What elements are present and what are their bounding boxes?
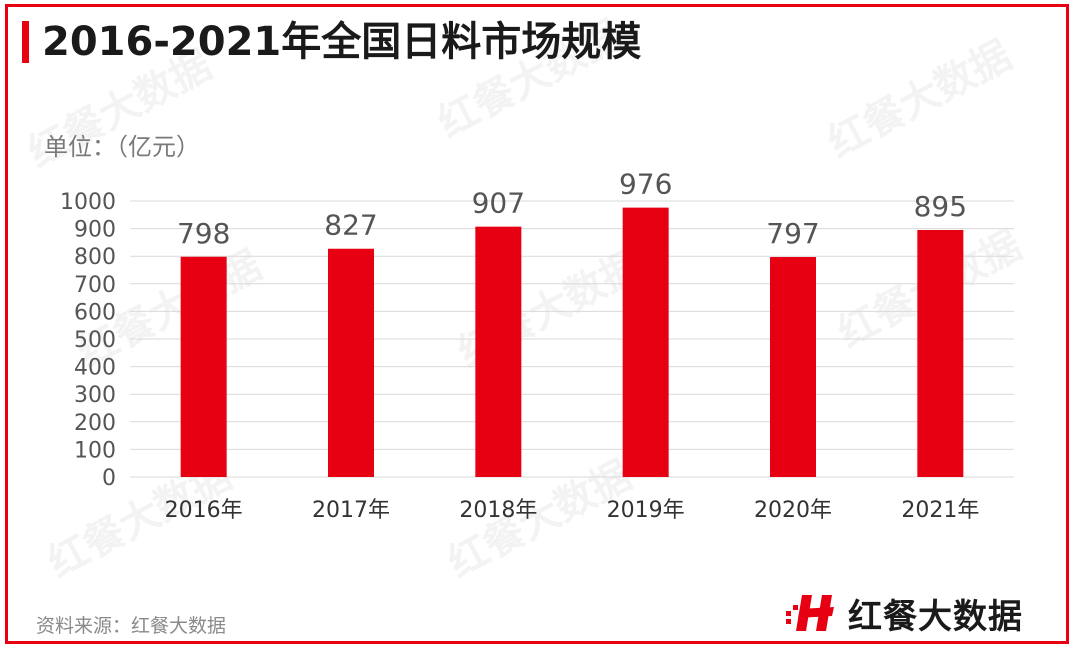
data-label: 907 [472, 187, 525, 220]
bar [328, 248, 374, 477]
y-tick-label: 600 [74, 300, 116, 325]
x-tick-label: 2019年 [607, 498, 685, 523]
data-label: 797 [766, 217, 819, 250]
data-label: 827 [324, 209, 377, 242]
x-tick-label: 2017年 [312, 498, 390, 523]
y-tick-label: 900 [74, 218, 116, 243]
bar [770, 257, 816, 477]
bar [622, 207, 669, 477]
chart-title: 2016-2021年全国日料市场规模 [42, 19, 642, 65]
x-tick-label: 2020年 [754, 498, 832, 523]
brand-name: 红餐大数据 [848, 596, 1023, 637]
data-label: 798 [177, 217, 230, 250]
y-tick-label: 300 [74, 383, 116, 408]
chart-frame: 红餐大数据 红餐大数据 红餐大数据 红餐大数据 红餐大数据 红餐大数据 红餐大数… [5, 4, 1069, 644]
data-label: 976 [619, 168, 672, 201]
bar [475, 226, 522, 477]
y-tick-label: 800 [74, 245, 116, 270]
x-tick-label: 2018年 [459, 498, 537, 523]
bar [180, 256, 227, 477]
x-tick-label: 2016年 [165, 498, 243, 523]
data-label: 895 [914, 190, 967, 223]
brand-logo: 红餐大数据 [784, 585, 1023, 641]
x-tick-label: 2021年 [901, 498, 979, 523]
y-tick-label: 1000 [60, 190, 116, 215]
source-note: 资料来源：红餐大数据 [36, 615, 227, 637]
title-accent-bar [22, 21, 29, 63]
y-tick-label: 100 [74, 438, 116, 463]
unit-label: 单位：（亿元） [44, 133, 200, 161]
y-tick-label: 700 [74, 273, 116, 298]
hongcan-logo-icon [786, 595, 834, 631]
y-tick-label: 400 [74, 356, 116, 381]
y-tick-label: 0 [102, 466, 116, 491]
y-tick-label: 200 [74, 411, 116, 436]
bar [917, 229, 964, 477]
y-tick-label: 500 [74, 328, 116, 353]
